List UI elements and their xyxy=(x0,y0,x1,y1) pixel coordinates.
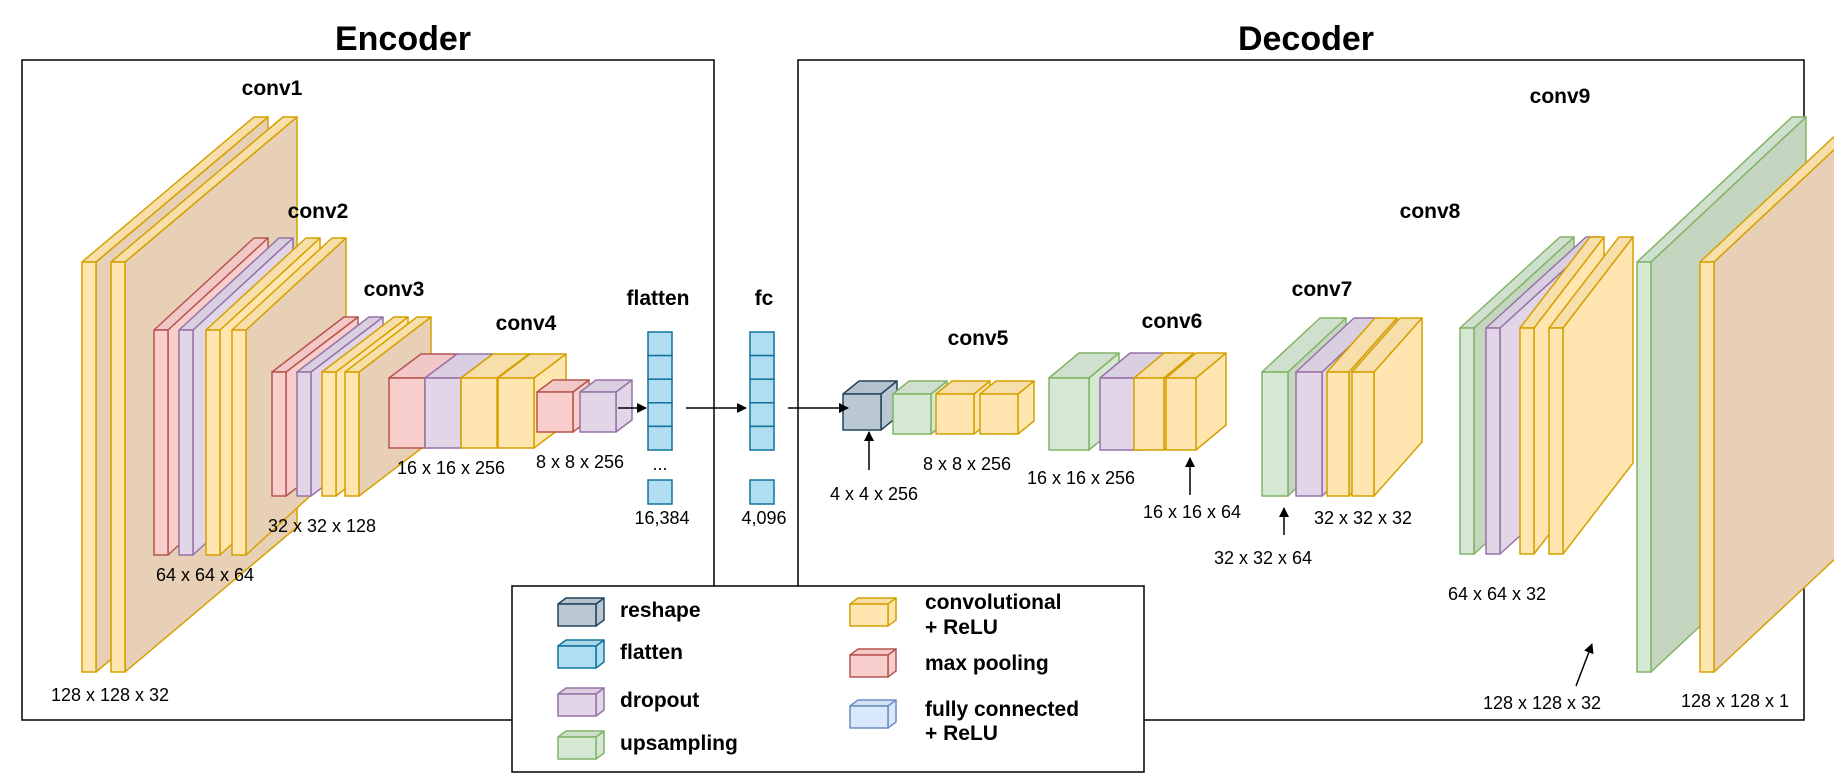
legend-flatten-label: flatten xyxy=(620,641,683,664)
legend-fc-label-1: fully connected xyxy=(925,698,1079,721)
legend-maxpool-label: max pooling xyxy=(925,652,1049,675)
dim-enc-conv2: 64 x 64 x 64 xyxy=(156,565,254,585)
legend-reshape-icon xyxy=(558,598,604,626)
legend: reshape flatten dropout upsampling convo… xyxy=(512,586,1144,772)
legend-upsampling-icon xyxy=(558,731,604,759)
label-conv6: conv6 xyxy=(1142,310,1203,333)
legend-fc-icon xyxy=(850,700,896,728)
legend-flatten-icon xyxy=(558,640,604,668)
label-conv9: conv9 xyxy=(1530,85,1591,108)
dim-flatten: 16,384 xyxy=(634,508,689,528)
legend-conv-label-2: + ReLU xyxy=(925,616,998,639)
vector-stacks: ... xyxy=(648,332,774,504)
dim-enc-conv1: 128 x 128 x 32 xyxy=(51,685,169,705)
label-fc: fc xyxy=(755,287,774,310)
flatten-vector xyxy=(648,332,672,504)
legend-reshape-label: reshape xyxy=(620,599,701,622)
dim-enc-pool4: 8 x 8 x 256 xyxy=(536,452,624,472)
label-conv2: conv2 xyxy=(288,200,349,223)
label-conv7: conv7 xyxy=(1292,278,1353,301)
dim-up6: 32 x 32 x 64 xyxy=(1214,548,1312,568)
legend-dropout-label: dropout xyxy=(620,689,699,712)
label-flatten: flatten xyxy=(627,287,690,310)
layer-names: conv1 conv2 conv3 conv4 flatten fc conv5… xyxy=(242,77,1591,350)
dim-enc-conv4: 16 x 16 x 256 xyxy=(397,458,505,478)
legend-conv-icon xyxy=(850,598,896,626)
encoder-title: Encoder xyxy=(335,20,471,58)
label-conv4: conv4 xyxy=(496,312,557,335)
legend-maxpool-icon xyxy=(850,649,896,677)
dim-up5: 16 x 16 x 256 xyxy=(1027,468,1135,488)
flatten-ellipsis: ... xyxy=(652,454,667,474)
dim-up8: 128 x 128 x 32 xyxy=(1483,693,1601,713)
dim-fc: 4,096 xyxy=(741,508,786,528)
label-conv8: conv8 xyxy=(1400,200,1461,223)
arrow-up8-dim xyxy=(1576,644,1592,686)
dim-output: 128 x 128 x 1 xyxy=(1681,691,1789,711)
dim-conv7: 32 x 32 x 32 xyxy=(1314,508,1412,528)
legend-fc-label-2: + ReLU xyxy=(925,722,998,745)
dim-reshape: 4 x 4 x 256 xyxy=(830,484,918,504)
fc-vector xyxy=(750,332,774,504)
reshape-block xyxy=(843,381,897,430)
dim-conv5: 8 x 8 x 256 xyxy=(923,454,1011,474)
conv5-map-b xyxy=(980,381,1034,434)
decoder-title: Decoder xyxy=(1238,20,1374,58)
legend-dropout-icon xyxy=(558,688,604,716)
legend-upsampling-label: upsampling xyxy=(620,732,738,755)
dim-conv8: 64 x 64 x 32 xyxy=(1448,584,1546,604)
dim-enc-conv3: 32 x 32 x 128 xyxy=(268,516,376,536)
label-conv1: conv1 xyxy=(242,77,303,100)
legend-conv-label-1: convolutional xyxy=(925,591,1062,614)
dropout4 xyxy=(580,380,632,432)
label-conv5: conv5 xyxy=(948,327,1009,350)
label-conv3: conv3 xyxy=(364,278,425,301)
dim-conv6: 16 x 16 x 64 xyxy=(1143,502,1241,522)
